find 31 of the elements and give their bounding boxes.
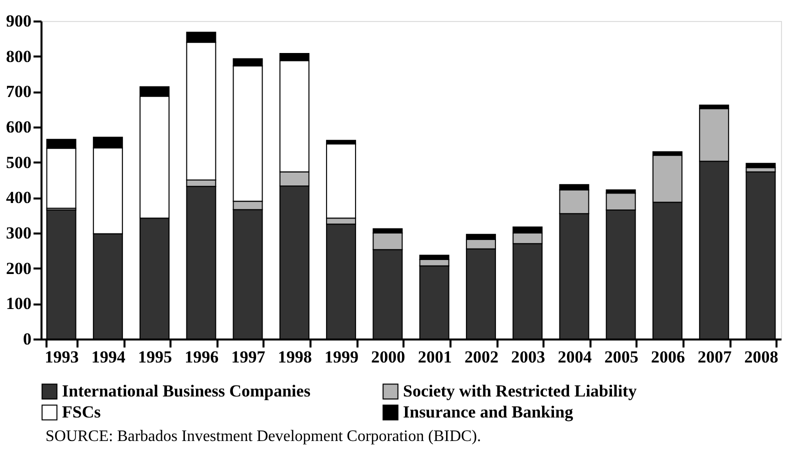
y-tick-label: 500 <box>6 152 32 172</box>
y-tick-label: 300 <box>6 224 32 242</box>
y-tick-label: 0 <box>23 330 32 348</box>
x-tick-label: 1998 <box>278 348 312 366</box>
y-tick-label: 100 <box>6 294 32 314</box>
y-tick-label: 400 <box>6 188 32 208</box>
x-tick-label: 2007 <box>698 348 732 366</box>
x-tick-label: 2001 <box>418 348 452 366</box>
x-tick-label: 1995 <box>138 348 172 366</box>
x-tick-label: 1996 <box>184 348 219 366</box>
source-note: SOURCE: Barbados Investment Development Corporation (BIDC). <box>46 428 481 445</box>
x-tick-label: 2008 <box>744 348 778 366</box>
x-tick-label: 1997 <box>231 348 266 366</box>
y-tick-label: 700 <box>6 82 32 102</box>
x-tick-label: 1994 <box>91 348 126 366</box>
legend-label: International Business Companies <box>62 382 311 401</box>
x-tick-label: 2002 <box>464 348 498 366</box>
legend-label: Society with Restricted Liability <box>403 382 638 401</box>
legend-label: FSCs <box>62 402 102 422</box>
x-tick-label: 1999 <box>324 348 359 366</box>
y-tick-label: 200 <box>6 258 32 278</box>
x-tick-label: 2005 <box>604 348 638 366</box>
y-tick-label: 800 <box>6 46 32 66</box>
x-tick-label: 2003 <box>511 348 546 366</box>
y-tick-label: 600 <box>6 118 32 136</box>
x-tick-label: 2006 <box>650 348 685 366</box>
x-tick-label: 1993 <box>44 348 79 366</box>
x-tick-label: 2000 <box>371 348 406 366</box>
legend-label: Insurance and Banking <box>403 402 574 422</box>
x-tick-label: 2004 <box>558 348 592 366</box>
y-tick-label: 900 <box>6 12 32 30</box>
